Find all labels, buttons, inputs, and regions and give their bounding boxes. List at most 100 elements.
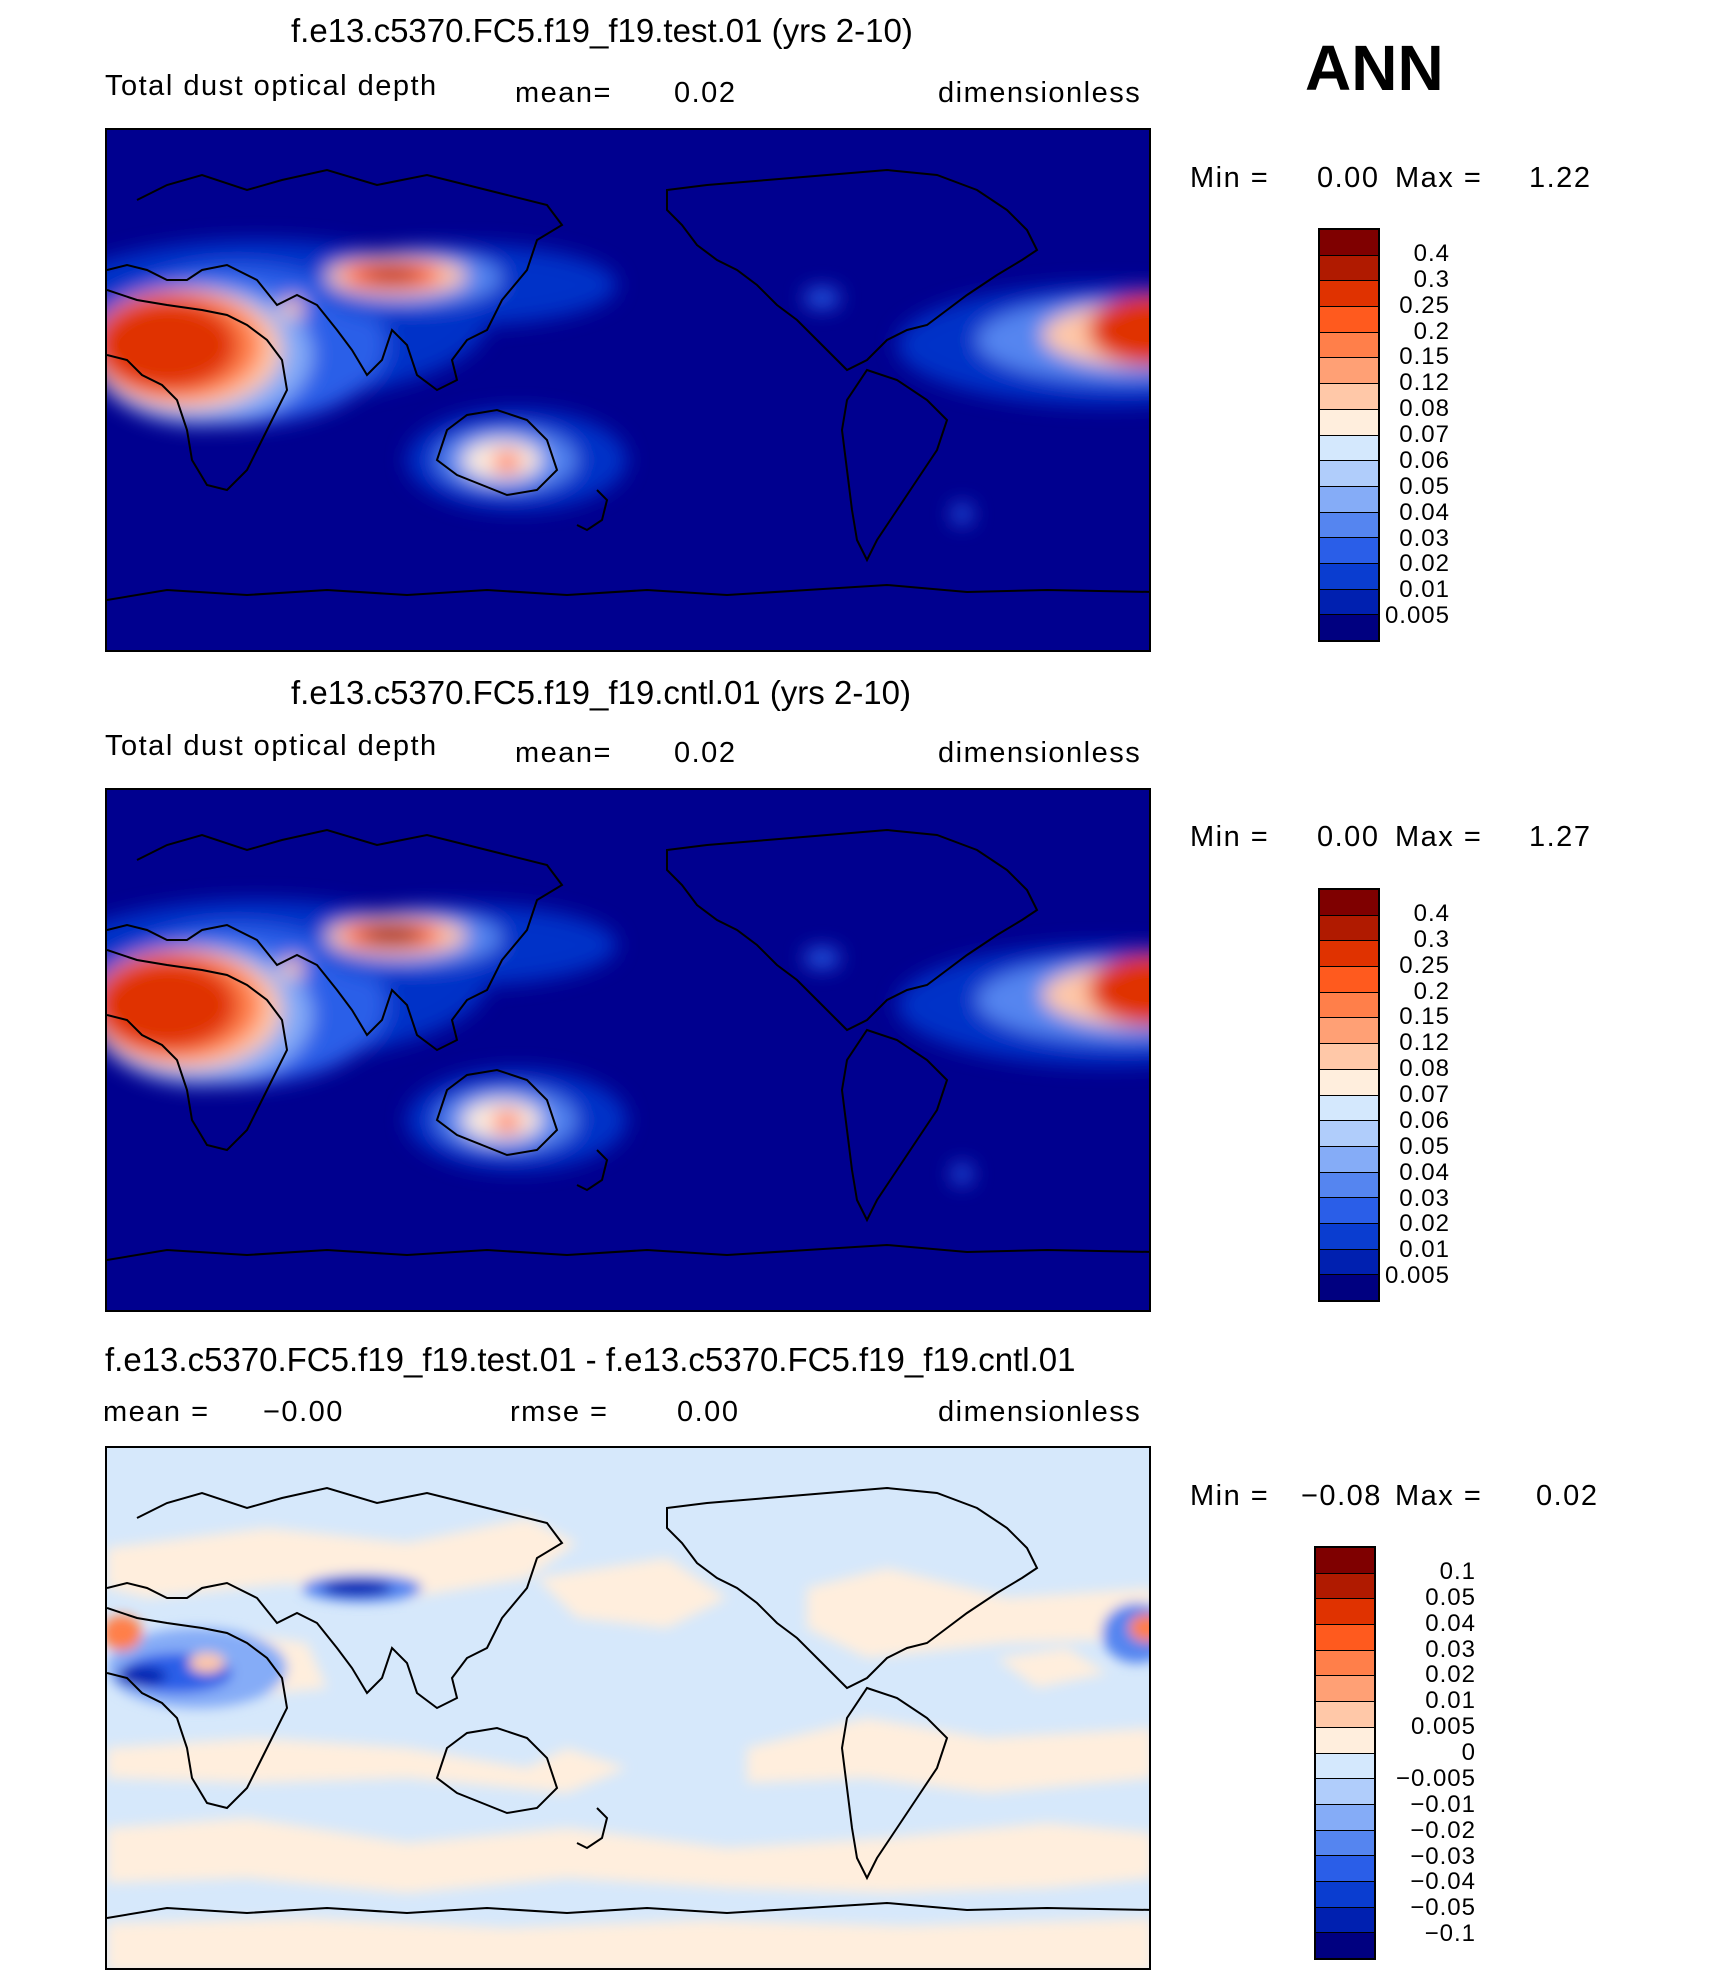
colorbar-tick-label: 0.15 [1399,1003,1450,1031]
colorbar-swatch [1320,512,1378,539]
colorbar-swatch [1320,615,1378,640]
colorbar-tick-label: 0.25 [1399,951,1450,979]
colorbar-tick-label: 0.3 [1413,925,1450,953]
colorbar-swatch [1320,1121,1378,1147]
colorbar-tick-label: 0.25 [1399,291,1450,319]
panel2-colorbar-labels: 0.4 0.3 0.25 0.2 0.15 0.12 0.08 0.07 0.06 0.05 0.0… [1380,888,1450,1302]
colorbar-swatch [1320,1275,1378,1300]
colorbar-tick-label: 0.02 [1425,1661,1476,1689]
panel2-mean-label: mean= [515,737,612,769]
colorbar-swatch [1316,1702,1374,1728]
colorbar-swatch [1316,1650,1374,1677]
colorbar-swatch [1320,230,1378,256]
colorbar-swatch [1320,486,1378,513]
colorbar-tick-label: 0.02 [1399,1210,1450,1238]
colorbar-swatch [1320,915,1378,942]
colorbar-tick-label: 0.005 [1384,1262,1450,1290]
colorbar-swatch [1316,1625,1374,1651]
panel2-variable-label: Total dust optical depth [105,730,438,762]
colorbar-tick-label: 0.08 [1399,395,1450,423]
colorbar-tick-label: 0.01 [1399,576,1450,604]
panel3-min-label: Min = [1190,1480,1270,1512]
colorbar-swatch [1320,1095,1378,1122]
colorbar-tick-label: 0.01 [1425,1687,1476,1715]
colorbar-tick-label: 0.05 [1425,1583,1476,1611]
colorbar-tick-label: −0.005 [1395,1764,1476,1792]
panel1-min-value: 0.00 [1317,162,1380,194]
colorbar-swatch [1316,1753,1374,1780]
colorbar-swatch [1320,1249,1378,1276]
panel1-colorbar [1318,228,1380,642]
panel2-max-label: Max = [1395,821,1483,853]
season-label: ANN [1305,32,1444,104]
panel3-title: f.e13.c5370.FC5.f19_f19.test.01 - f.e13.… [105,1341,1076,1378]
colorbar-tick-label: 0.2 [1413,317,1450,345]
panel2-mean-value: 0.02 [674,737,737,769]
colorbar-swatch [1316,1676,1374,1703]
colorbar-swatch [1316,1779,1374,1805]
colorbar-tick-label: 0.06 [1399,1106,1450,1134]
panel1-units: dimensionless [938,77,1142,109]
colorbar-tick-label: −0.01 [1410,1790,1476,1818]
colorbar-swatch [1320,589,1378,616]
colorbar-tick-label: 0.07 [1399,1081,1450,1108]
colorbar-tick-label: 0.05 [1399,472,1450,500]
colorbar-tick-label: 0.08 [1399,1055,1450,1083]
colorbar-tick-label: 0.01 [1399,1236,1450,1264]
panel3-colorbar-labels: 0.1 0.05 0.04 0.03 0.02 0.01 0.005 0 −0.005 −0.01… [1376,1546,1476,1960]
panel3-mean-value: −0.00 [263,1396,344,1428]
panel2-max-value: 1.27 [1529,821,1592,853]
colorbar-tick-label: 0.005 [1384,602,1450,630]
colorbar-tick-label: 0.4 [1413,239,1450,267]
colorbar-tick-label: 0.1 [1439,1557,1476,1585]
panel3-map-field [107,1486,1149,1968]
colorbar-tick-label: 0.04 [1425,1609,1476,1637]
panel1-colorbar-labels: 0.4 0.3 0.25 0.2 0.15 0.12 0.08 0.07 0.06 0.05 0.0… [1380,228,1450,642]
colorbar-swatch [1320,384,1378,410]
colorbar-swatch [1320,1223,1378,1250]
colorbar-swatch [1320,435,1378,462]
colorbar-swatch [1320,409,1378,436]
panel1-map [105,128,1151,652]
panel1-variable-label: Total dust optical depth [105,70,438,102]
colorbar-tick-label: 0.4 [1413,899,1450,927]
panel3-max-value: 0.02 [1536,1480,1599,1512]
colorbar-tick-label: −0.1 [1424,1920,1476,1948]
colorbar-tick-label: 0.12 [1399,369,1450,397]
panel1-min-label: Min = [1190,162,1270,194]
colorbar-tick-label: 0.15 [1399,343,1450,371]
colorbar-swatch [1320,1018,1378,1045]
colorbar-swatch [1320,358,1378,385]
colorbar-swatch [1316,1573,1374,1600]
colorbar-swatch [1320,992,1378,1019]
colorbar-swatch [1320,1146,1378,1173]
panel2-title: f.e13.c5370.FC5.f19_f19.cntl.01 (yrs 2-1… [291,674,912,711]
colorbar-tick-label: 0.3 [1413,265,1450,293]
colorbar-swatch [1316,1804,1374,1831]
panel3-map [105,1446,1151,1970]
colorbar-swatch [1320,281,1378,308]
panel1-max-label: Max = [1395,162,1483,194]
colorbar-swatch [1320,941,1378,968]
panel2-map-field [107,828,1149,1261]
colorbar-swatch [1316,1907,1374,1934]
colorbar-swatch [1316,1548,1374,1574]
colorbar-swatch [1320,967,1378,993]
colorbar-swatch [1320,307,1378,333]
panel2-colorbar [1318,888,1380,1302]
colorbar-tick-label: −0.05 [1410,1894,1476,1922]
colorbar-swatch [1320,890,1378,916]
colorbar-swatch [1316,1881,1374,1908]
colorbar-tick-label: −0.04 [1410,1868,1476,1896]
colorbar-tick-label: 0.03 [1399,524,1450,552]
colorbar-swatch [1320,1198,1378,1224]
panel3-coastlines [107,1486,1149,1919]
panel3-units: dimensionless [938,1396,1142,1428]
colorbar-tick-label: 0.04 [1399,1158,1450,1186]
colorbar-swatch [1320,461,1378,487]
panel1-title: f.e13.c5370.FC5.f19_f19.test.01 (yrs 2-1… [291,12,913,49]
panel3-rmse-label: rmse = [510,1396,609,1428]
panel1-coastlines [107,168,1149,601]
panel2-min-label: Min = [1190,821,1270,853]
colorbar-tick-label: 0.06 [1399,446,1450,474]
